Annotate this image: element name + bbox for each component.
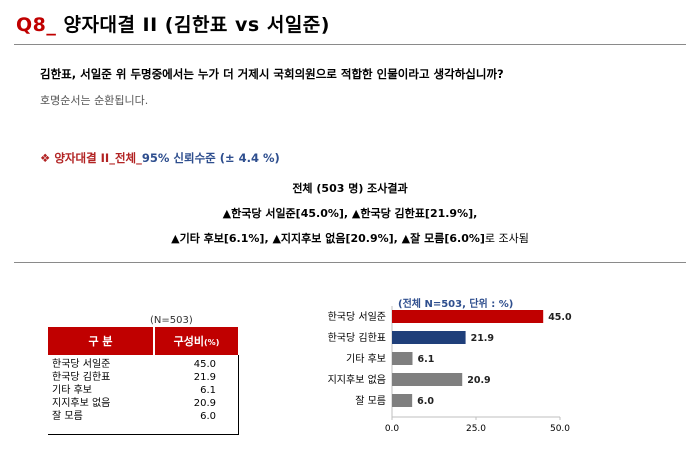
table-cell-value: 21.9 <box>193 372 216 383</box>
diamond-bullet-icon: ❖ <box>40 151 51 165</box>
table-cell-label: 한국당 서일준 <box>52 359 111 370</box>
summary-line-1: 전체 (503 명) 조사결과 <box>292 182 408 195</box>
summary-line-3: ▲기타 후보[6.1%], ▲지지후보 없음[20.9%], ▲잘 모름[6.0… <box>0 230 700 246</box>
chart-value-label: 21.9 <box>471 333 494 344</box>
table-cell-value: 20.9 <box>193 398 216 409</box>
question-text: 김한표, 서일준 위 두명중에서는 누가 더 거제시 국회의원으로 적합한 인물… <box>40 67 504 81</box>
results-table: 구 분 구성비(%) 한국당 서일준 45.0 한국당 김한표 21.9 기타 … <box>48 327 238 423</box>
table-cell-value: 45.0 <box>193 359 216 370</box>
bar-chart: 한국당 서일준 45.0 한국당 김한표 21.9 기타 후보 6.1 지지후보 없음 20.… <box>328 306 572 434</box>
table-cell-label: 잘 모름 <box>52 411 83 422</box>
table-row: 기타 후보 6.1 <box>48 384 238 397</box>
chart-category-label: 잘 모름 <box>355 395 386 407</box>
table-right-border <box>238 355 239 435</box>
chart-value-label: 45.0 <box>548 312 572 323</box>
table-header-share-unit: (%) <box>204 338 220 347</box>
chart-value-label: 6.0 <box>417 396 434 407</box>
table-n-label: (N=503) <box>150 315 193 326</box>
table-header-category: 구 분 <box>48 327 155 355</box>
table-cell-value: 6.0 <box>200 411 216 422</box>
question-title: 양자대결 II (김한표 vs 서일준) <box>63 14 330 36</box>
table-row: 잘 모름 6.0 <box>48 410 238 423</box>
chart-category-label: 한국당 김한표 <box>328 332 386 344</box>
top-divider <box>14 44 686 45</box>
table-row: 한국당 서일준 45.0 <box>48 355 238 371</box>
chart-category-label: 한국당 서일준 <box>328 311 386 323</box>
chart-category-label: 지지후보 없음 <box>328 373 386 386</box>
table-cell-label: 한국당 김한표 <box>52 372 111 383</box>
chart-category-label: 기타 후보 <box>346 353 386 365</box>
table-cell-label: 기타 후보 <box>52 385 92 396</box>
question-number: Q8_ <box>16 14 57 36</box>
page-title: Q8_ 양자대결 II (김한표 vs 서일준) <box>16 10 330 37</box>
table-header-row: 구 분 구성비(%) <box>48 327 238 355</box>
table-row: 지지후보 없음 20.9 <box>48 397 238 410</box>
chart-bar <box>392 352 413 365</box>
table-header-share-label: 구성비 <box>173 335 205 348</box>
chart-bar <box>392 373 463 386</box>
table-cell-value: 6.1 <box>200 385 216 396</box>
section-heading-red: 양자대결 II_전체_ <box>54 151 142 165</box>
table-row: 한국당 김한표 21.9 <box>48 371 238 384</box>
table-cell-label: 지지후보 없음 <box>52 398 111 409</box>
chart-value-label: 6.1 <box>417 354 434 365</box>
summary-line-2: ▲한국당 서일준[45.0%], ▲한국당 김한표[21.9%], <box>222 207 478 220</box>
chart-bar <box>392 310 544 323</box>
chart-x-tick-label: 50.0 <box>550 424 570 434</box>
chart-x-tick-label: 0.0 <box>385 424 400 434</box>
rotation-note: 호명순서는 순환됩니다. <box>40 94 149 107</box>
chart-value-label: 20.9 <box>467 375 490 386</box>
middle-divider <box>14 262 686 263</box>
table-bottom-border <box>48 434 239 435</box>
summary-line-3-main: ▲기타 후보[6.1%], ▲지지후보 없음[20.9%], ▲잘 모름[6.0… <box>171 232 485 245</box>
section-heading: ❖ 양자대결 II_전체_95% 신뢰수준 (± 4.4 %) <box>40 150 280 166</box>
chart-caption: (전체 N=503, 단위 : %) <box>398 299 514 310</box>
summary-line-3-tail: 로 조사됨 <box>484 232 529 245</box>
chart-x-tick-label: 25.0 <box>466 424 486 434</box>
chart-bar <box>392 331 466 344</box>
chart-bar <box>392 394 413 407</box>
table-header-share: 구성비(%) <box>154 327 238 355</box>
section-heading-blue: 95% 신뢰수준 (± 4.4 %) <box>141 151 280 165</box>
